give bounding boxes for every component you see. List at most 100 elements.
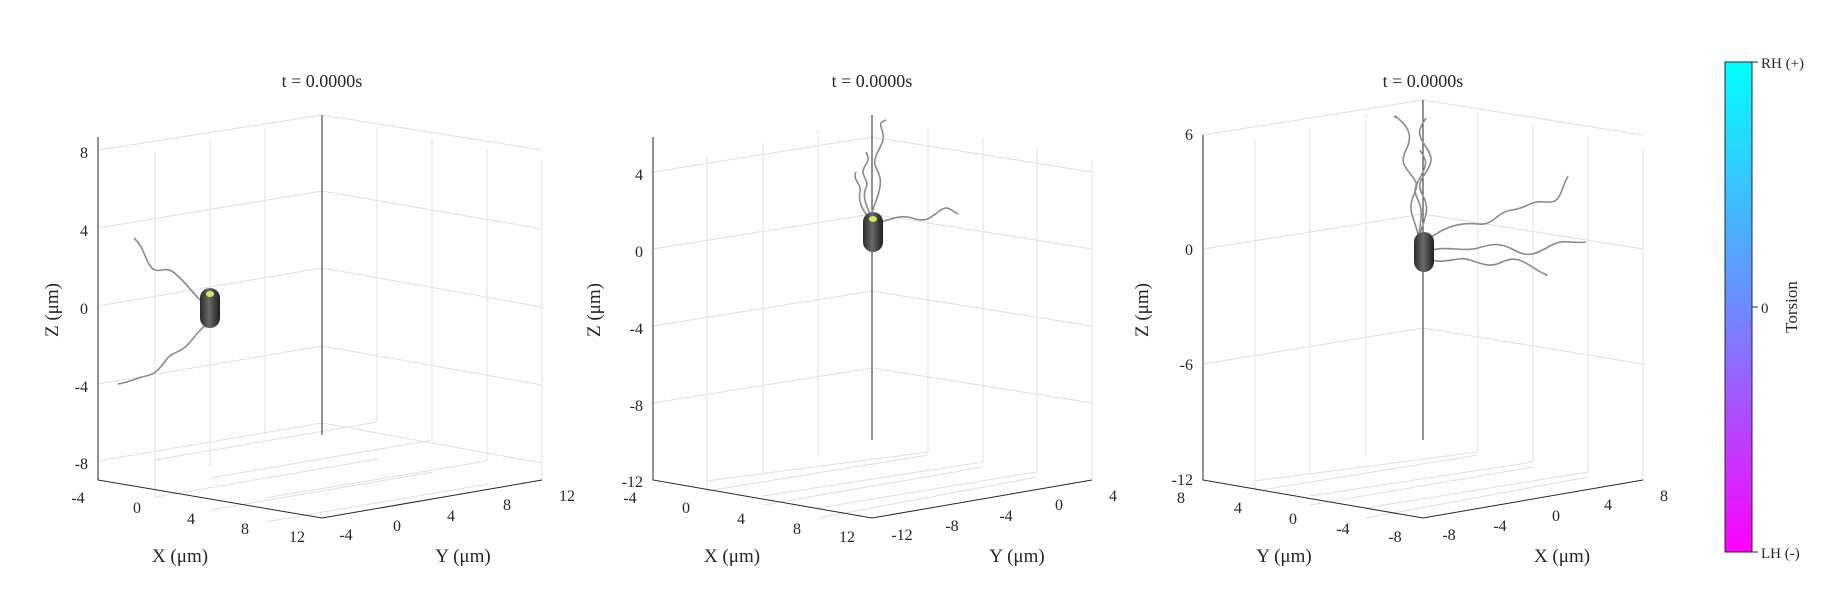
- panel-2-x-tick: 8: [793, 521, 801, 538]
- panel-1-y-tick: 12: [559, 488, 575, 505]
- panel-1: t = 0.0000s 8 4 0 -4 -8 -4 0 4 8 12 -4 0…: [42, 71, 575, 567]
- panel-1-z-label: Z (μm): [42, 283, 63, 337]
- flagellum: [1394, 115, 1419, 236]
- panel-1-x-tick: 8: [241, 521, 249, 538]
- flagellum: [133, 237, 208, 306]
- panel-3-title: t = 0.0000s: [1383, 71, 1464, 91]
- flagellum: [862, 151, 871, 215]
- flagellum: [1429, 175, 1569, 239]
- panel-2-x-tick: -4: [623, 490, 636, 507]
- cell-body: [863, 212, 883, 252]
- panel-3-z-tick: -6: [1180, 357, 1193, 374]
- panel-1-z-ticks: 8 4 0 -4 -8: [75, 145, 88, 473]
- panel-3-y-tick: 8: [1660, 488, 1668, 505]
- flagellum: [879, 207, 959, 223]
- panel-2-y-tick: -12: [891, 527, 912, 544]
- colorbar-gradient: [1724, 61, 1753, 553]
- cell-body: [1414, 232, 1434, 272]
- panel-2-cell: [863, 212, 883, 252]
- panel-1-z-tick: 0: [80, 301, 88, 318]
- panel-1-flagella: [117, 237, 211, 385]
- panel-1-y-tick: 8: [503, 497, 511, 514]
- flagellum: [1418, 117, 1432, 235]
- panel-1-z-tick: 8: [80, 145, 88, 162]
- panel-3-x-tick: 0: [1289, 511, 1297, 528]
- panel-3-x-ticks: 8 4 0 -4 -8: [1177, 490, 1402, 546]
- panel-2-y-tick: -4: [999, 508, 1012, 525]
- panel-3-y-tick: -8: [1442, 527, 1455, 544]
- panel-2-z-tick: 4: [635, 167, 643, 184]
- panel-3-x-tick: -8: [1388, 529, 1401, 546]
- flagellum: [1414, 149, 1427, 237]
- panel-2: t = 0.0000s 4 0 -4 -8 -12 -4 0 4 8 12 -1…: [584, 71, 1117, 567]
- panel-2-box: [652, 115, 1093, 519]
- panel-3-y-tick: 0: [1552, 508, 1560, 525]
- colorbar-tick-middle: 0: [1761, 301, 1769, 317]
- panel-2-z-tick: -4: [630, 321, 643, 338]
- panel-1-x-ticks: -4 0 4 8 12: [71, 490, 305, 546]
- panel-3-y-ticks: -8 -4 0 4 8: [1442, 488, 1668, 544]
- panel-1-x-tick: 4: [187, 511, 195, 528]
- panel-3-z-tick: 0: [1185, 242, 1193, 259]
- panel-1-title: t = 0.0000s: [282, 71, 363, 91]
- flagellum: [871, 119, 887, 213]
- panel-3: t = 0.0000s 6 0 -6 -12 8 4 0 -4 -8 -8 -4…: [1132, 71, 1668, 567]
- panel-2-x-tick: 0: [682, 500, 690, 517]
- panel-3-x-tick: 8: [1177, 490, 1185, 507]
- panel-2-y-label: Y (μm): [989, 546, 1044, 567]
- panel-1-x-tick: 12: [289, 529, 305, 546]
- panel-2-x-tick: 12: [839, 529, 855, 546]
- panel-1-z-tick: -4: [75, 379, 88, 396]
- panel-3-flagella: [1394, 115, 1587, 277]
- panel-1-cell: [200, 288, 220, 328]
- panel-3-box: [1202, 100, 1644, 519]
- panel-1-x-tick: -4: [71, 490, 84, 507]
- panel-2-title: t = 0.0000s: [832, 71, 913, 91]
- panel-1-y-label: Y (μm): [435, 546, 490, 567]
- panel-3-y-label: Y (μm): [1256, 546, 1311, 567]
- cell-pole-marker: [869, 216, 877, 222]
- panel-2-z-ticks: 4 0 -4 -8 -12: [622, 167, 643, 491]
- panel-2-z-label: Z (μm): [584, 283, 605, 337]
- panel-3-y-tick: -4: [1493, 518, 1506, 535]
- panel-2-y-tick: 0: [1055, 497, 1063, 514]
- panel-1-z-tick: 4: [80, 223, 88, 240]
- colorbar-label: Torsion: [1782, 281, 1801, 333]
- panel-3-y-tick: 4: [1604, 497, 1612, 514]
- panel-3-x-label: X (μm): [1534, 546, 1590, 567]
- panel-2-y-tick: -8: [945, 518, 958, 535]
- panel-3-x-tick: 4: [1234, 500, 1242, 517]
- panel-1-y-ticks: -4 0 4 8 12: [339, 488, 575, 544]
- panel-2-flagella: [854, 119, 959, 223]
- panel-1-box: [97, 115, 543, 519]
- panel-3-z-tick: 6: [1185, 127, 1193, 144]
- panel-2-y-ticks: -12 -8 -4 0 4: [891, 488, 1117, 544]
- panel-1-x-tick: 0: [133, 500, 141, 517]
- panel-2-z-tick: -12: [622, 474, 643, 491]
- cell-body: [200, 288, 220, 328]
- panel-2-x-tick: 4: [737, 511, 745, 528]
- cell-pole-marker: [206, 291, 214, 297]
- panel-3-z-label: Z (μm): [1132, 283, 1153, 337]
- panel-2-x-label: X (μm): [704, 546, 760, 567]
- panel-2-z-tick: -8: [630, 398, 643, 415]
- panel-3-x-tick: -4: [1336, 521, 1349, 538]
- panel-3-z-tick: -12: [1172, 472, 1193, 489]
- flagellum: [117, 324, 207, 385]
- panel-1-z-tick: -8: [75, 456, 88, 473]
- flagellum: [1431, 258, 1548, 277]
- panel-2-x-ticks: -4 0 4 8 12: [623, 490, 855, 546]
- panel-3-cell: [1414, 232, 1434, 272]
- panel-1-y-tick: -4: [339, 527, 352, 544]
- colorbar-tick-top: RH (+): [1761, 56, 1804, 72]
- torsion-colorbar: RH (+) 0 LH (-) Torsion: [1724, 56, 1804, 562]
- panel-3-z-ticks: 6 0 -6 -12: [1172, 127, 1193, 489]
- flagellum: [1431, 240, 1587, 256]
- colorbar-tick-bottom: LH (-): [1761, 546, 1800, 562]
- panel-1-y-tick: 4: [447, 508, 455, 525]
- flagellum: [854, 171, 869, 217]
- panel-2-z-tick: 0: [635, 244, 643, 261]
- panel-1-x-label: X (μm): [152, 546, 208, 567]
- panel-1-grid: [97, 114, 543, 523]
